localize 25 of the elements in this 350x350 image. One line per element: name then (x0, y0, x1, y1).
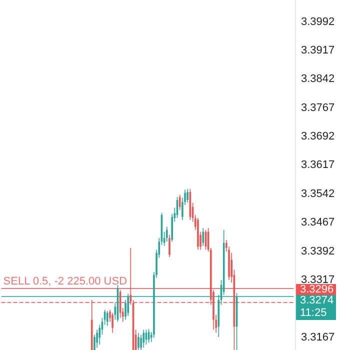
candlestick (106, 310, 108, 326)
y-tick-label: 3.3842 (301, 73, 335, 86)
text: 3.3296 (300, 284, 334, 296)
candlestick (142, 329, 145, 348)
y-tick-label: 3.3542 (301, 188, 335, 200)
candlestick (112, 312, 114, 334)
y-tick-label: 3.3767 (301, 102, 335, 114)
candlestick (186, 188, 189, 204)
y-tick-label: 3.3392 (301, 245, 335, 258)
y-tick-label: 3.3467 (301, 216, 335, 229)
ref-line-label: SELL 0.5, -2 225.00 USD (3, 276, 128, 288)
y-tick-label: 3.3992 (301, 16, 335, 28)
y-tick-label: 3.3617 (301, 159, 335, 172)
candlestick (202, 228, 204, 246)
y-tick-label: 3.3917 (301, 44, 335, 56)
y-tick-label: 3.3317 (301, 274, 335, 286)
text: 11:25 (300, 307, 327, 320)
text: 3.3274 (300, 294, 334, 307)
candlestick (138, 332, 140, 350)
y-tick-label: 3.3167 (301, 331, 335, 344)
y-tick-label: 3.3692 (301, 130, 335, 143)
candlestick (178, 194, 181, 210)
candlestick (96, 329, 98, 348)
candlestick (166, 226, 168, 242)
candlestick (168, 234, 170, 258)
